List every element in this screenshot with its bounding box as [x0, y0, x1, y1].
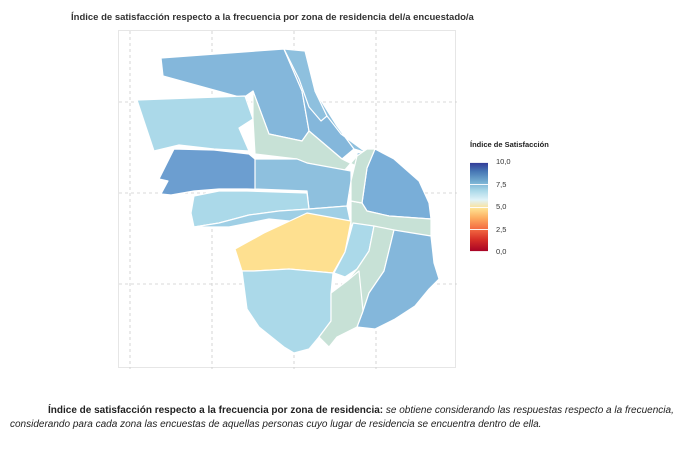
- legend-tick-mark: [470, 207, 488, 208]
- legend-color-bar: [470, 162, 488, 252]
- zone-south: [241, 268, 334, 354]
- legend-tick-label: 10,0: [496, 157, 511, 166]
- zones-layer: [136, 48, 440, 354]
- map-title: Índice de satisfacción respecto a la fre…: [71, 12, 474, 23]
- legend-tick-label: 7,5: [496, 180, 507, 189]
- zone-south-strip: [318, 270, 364, 348]
- legend-tick-label: 0,0: [496, 247, 507, 256]
- zone-southeast: [356, 229, 440, 330]
- caption-bold: Índice de satisfacción respecto a la fre…: [48, 405, 384, 416]
- legend-tick-label: 5,0: [496, 202, 507, 211]
- legend-tick-label: 2,5: [496, 225, 507, 234]
- figure-caption: Índice de satisfacción respecto a la fre…: [10, 404, 675, 432]
- legend-tick-mark: [470, 251, 488, 252]
- legend-tick-mark: [470, 162, 488, 163]
- zone-north-strip: [283, 48, 328, 122]
- legend-tick-mark: [470, 229, 488, 230]
- zone-center-band: [254, 158, 352, 210]
- zone-west: [136, 95, 254, 152]
- zone-east: [361, 148, 432, 220]
- map-panel: [118, 30, 457, 369]
- legend-tick-mark: [470, 184, 488, 185]
- map-canvas: [119, 31, 457, 369]
- zone-diag-strip: [350, 148, 376, 204]
- legend: Índice de Satisfacción 10,0 7,5 5,0 2,5 …: [470, 140, 549, 256]
- caption-italic: se obtiene considerando las respuestas r…: [10, 405, 674, 430]
- legend-title: Índice de Satisfacción: [470, 140, 549, 149]
